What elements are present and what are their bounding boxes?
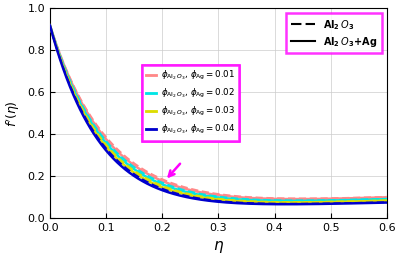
Y-axis label: $f^{\prime}(\eta)$: $f^{\prime}(\eta)$ [4,100,22,127]
Legend: $\phi_{\mathrm{Al_2\,}O_3},\, \phi_{\mathrm{Ag}} = 0.01$, $\phi_{\mathrm{Al_2\,}: $\phi_{\mathrm{Al_2\,}O_3},\, \phi_{\mat… [142,65,239,141]
X-axis label: $\eta$: $\eta$ [213,239,224,255]
